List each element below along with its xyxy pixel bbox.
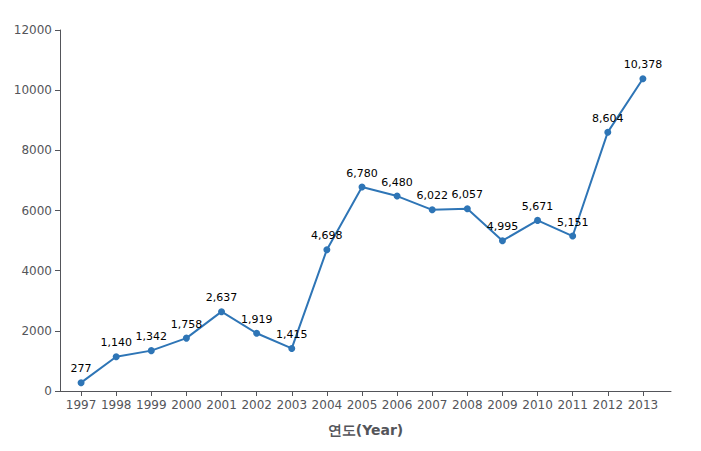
svg-text:1,758: 1,758 [171,318,203,331]
svg-text:1997: 1997 [66,398,97,412]
svg-text:연도(Year): 연도(Year) [328,422,404,438]
svg-text:1,415: 1,415 [276,328,308,341]
svg-text:1,919: 1,919 [241,313,273,326]
svg-text:0: 0 [44,384,52,398]
svg-text:277: 277 [71,362,92,375]
svg-text:2008: 2008 [452,398,483,412]
svg-text:1999: 1999 [136,398,167,412]
svg-text:2010: 2010 [522,398,553,412]
svg-text:4,698: 4,698 [311,229,343,242]
svg-text:2012: 2012 [593,398,624,412]
svg-text:1998: 1998 [101,398,132,412]
svg-text:8,604: 8,604 [592,112,624,125]
svg-text:2006: 2006 [382,398,413,412]
svg-text:8000: 8000 [21,143,52,157]
svg-text:2001: 2001 [206,398,237,412]
svg-text:12000: 12000 [14,23,52,37]
svg-text:2000: 2000 [171,398,202,412]
svg-text:5,671: 5,671 [522,200,554,213]
svg-text:10000: 10000 [14,83,52,97]
svg-text:4,995: 4,995 [487,220,519,233]
svg-text:6000: 6000 [21,204,52,218]
svg-text:6,022: 6,022 [416,189,448,202]
svg-text:2007: 2007 [417,398,448,412]
svg-text:2009: 2009 [487,398,518,412]
svg-text:6,057: 6,057 [452,188,484,201]
svg-text:5,151: 5,151 [557,216,589,229]
svg-text:6,480: 6,480 [381,176,413,189]
svg-text:2011: 2011 [557,398,588,412]
svg-text:4000: 4000 [21,264,52,278]
svg-text:10,378: 10,378 [624,58,663,71]
svg-text:2005: 2005 [347,398,378,412]
svg-text:1,342: 1,342 [136,330,168,343]
svg-text:2004: 2004 [312,398,343,412]
svg-text:2002: 2002 [241,398,272,412]
svg-text:2003: 2003 [276,398,307,412]
svg-text:1,140: 1,140 [100,336,132,349]
svg-text:2013: 2013 [628,398,659,412]
svg-text:2000: 2000 [21,324,52,338]
svg-text:2,637: 2,637 [206,291,238,304]
svg-text:6,780: 6,780 [346,167,378,180]
